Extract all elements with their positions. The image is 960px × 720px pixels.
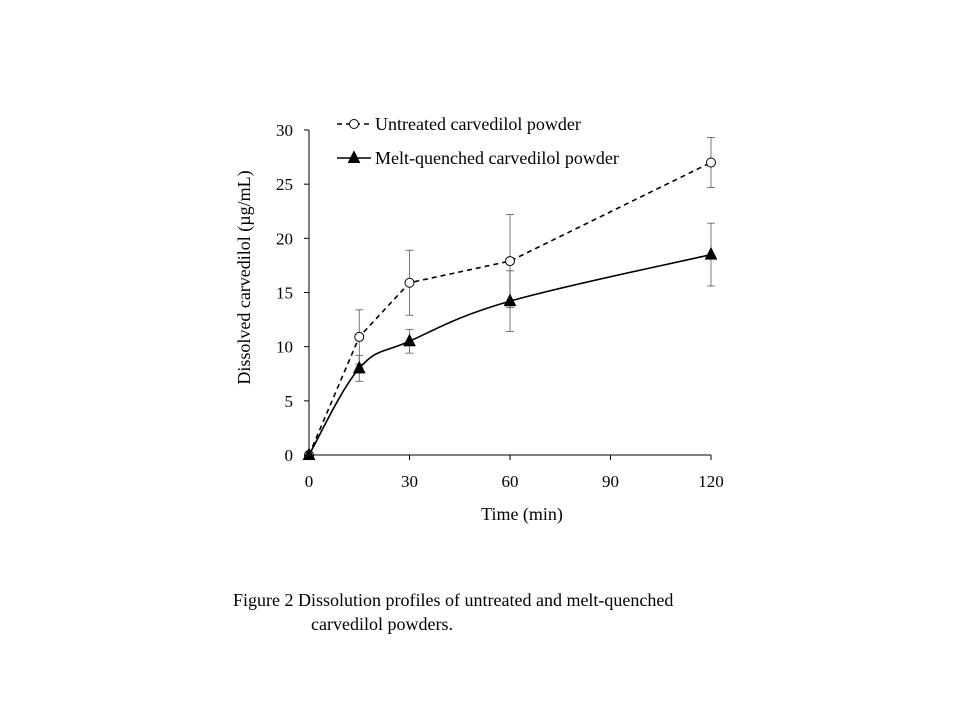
y-tick-label: 30 bbox=[276, 121, 293, 140]
legend-label-2: Melt-quenched carvedilol powder bbox=[375, 148, 619, 168]
legend-label-1: Untreated carvedilol powder bbox=[375, 114, 581, 134]
y-tick-label: 20 bbox=[276, 229, 293, 248]
caption-line-2: carvedilol powders. bbox=[311, 614, 453, 634]
series-2-point bbox=[403, 333, 416, 347]
legend: Untreated carvedilol powder Melt-quenched… bbox=[337, 114, 619, 168]
series-2-point bbox=[302, 447, 316, 461]
y-axis-title: Dissolved carvedilol (µg/mL) bbox=[234, 170, 255, 384]
x-tick-label: 120 bbox=[698, 472, 724, 491]
series-markers bbox=[302, 157, 718, 461]
y-tick-label: 5 bbox=[285, 392, 294, 411]
series-1-point bbox=[706, 157, 716, 168]
y-axis: 0 5 10 15 20 25 30 bbox=[276, 121, 310, 465]
x-axis-title: Time (min) bbox=[481, 504, 563, 525]
series-line-2 bbox=[308, 253, 712, 456]
series-1-point bbox=[404, 277, 415, 288]
caption-line-1: Figure 2 Dissolution profiles of untreat… bbox=[233, 590, 674, 610]
x-tick-label: 30 bbox=[401, 472, 418, 491]
x-tick-label: 90 bbox=[602, 472, 619, 491]
x-axis: 0 30 60 90 120 bbox=[305, 454, 724, 491]
series-2-point bbox=[352, 360, 366, 374]
y-tick-label: 0 bbox=[285, 446, 294, 465]
series-2-point bbox=[503, 293, 517, 307]
series-1-point bbox=[505, 256, 515, 267]
y-tick-label: 25 bbox=[276, 175, 293, 194]
x-tick-label: 60 bbox=[502, 472, 519, 491]
y-tick-label: 10 bbox=[276, 338, 293, 357]
series-1-point bbox=[354, 331, 365, 342]
y-tick-label: 15 bbox=[276, 284, 293, 303]
series-2-point bbox=[704, 246, 718, 260]
x-tick-label: 0 bbox=[305, 472, 314, 491]
legend-marker-1 bbox=[349, 119, 359, 129]
legend-marker-2 bbox=[347, 150, 361, 164]
figure-caption: Figure 2 Dissolution profiles of untreat… bbox=[233, 588, 673, 636]
dissolution-chart: 0 5 10 15 20 25 30 0 30 60 90 120 Untreated carved… bbox=[234, 114, 724, 525]
